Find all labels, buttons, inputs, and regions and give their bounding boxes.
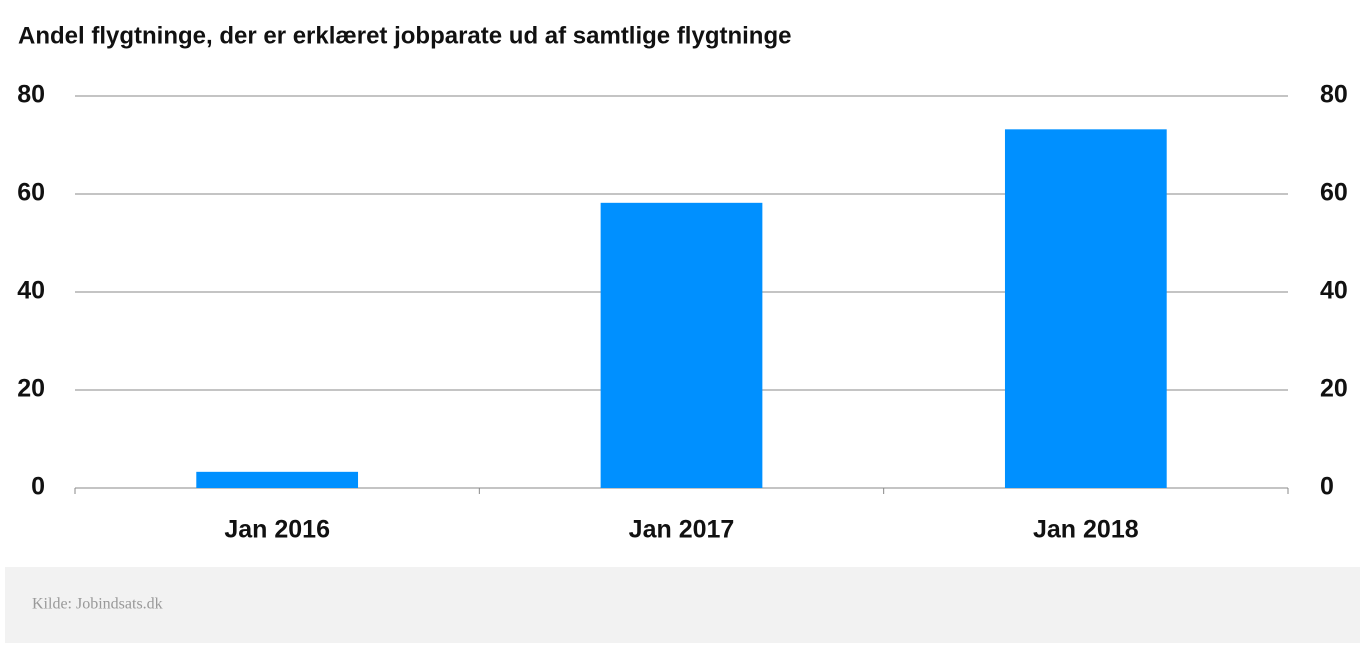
y-tick-label: 20: [17, 375, 45, 403]
chart-title: Andel flygtninge, der er erklæret jobpar…: [18, 22, 791, 49]
bar: [600, 202, 763, 488]
y-tick-label: 60: [17, 179, 45, 207]
x-tick-label: Jan 2016: [224, 516, 330, 544]
source-note: Kilde: Jobindsats.dk: [32, 596, 163, 613]
x-tick-label: Jan 2018: [1033, 516, 1139, 544]
y2-tick-label: 40: [1320, 277, 1348, 305]
y2-tick-label: 20: [1320, 375, 1348, 403]
y2-tick-label: 60: [1320, 179, 1348, 207]
y2-tick-label: 0: [1320, 473, 1334, 501]
y-tick-label: 40: [17, 277, 45, 305]
y2-tick-label: 80: [1320, 81, 1348, 109]
bar: [1004, 129, 1167, 488]
x-tick-label: Jan 2017: [629, 516, 735, 544]
footer: [5, 567, 1360, 643]
y-tick-label: 0: [31, 473, 45, 501]
y-tick-label: 80: [17, 81, 45, 109]
bar: [196, 471, 359, 488]
